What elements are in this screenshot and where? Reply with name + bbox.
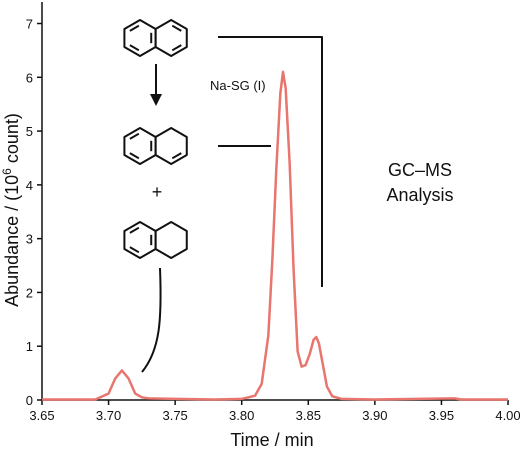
molecules	[123, 19, 188, 259]
x-tick-label: 3.70	[96, 408, 121, 423]
x-tick-label: 3.75	[162, 408, 187, 423]
x-tick-label: 3.85	[296, 408, 321, 423]
ring	[154, 19, 188, 57]
leader-line	[218, 36, 323, 287]
ring	[154, 127, 188, 165]
double-bond	[171, 44, 182, 52]
y-tick-label: 4	[26, 178, 33, 193]
y-tick-label: 6	[26, 70, 33, 85]
y-label-main: Abundance / (10	[2, 175, 22, 307]
y-tick-label: 2	[26, 285, 33, 300]
double-bond	[171, 24, 182, 32]
reagent-label: Na-SG (I)	[210, 78, 266, 93]
y-label-end: count)	[2, 113, 22, 168]
double-bond	[129, 44, 140, 52]
y-tick-label: 0	[26, 393, 33, 408]
x-axis-label: Time / min	[230, 430, 313, 450]
plus-sign: +	[152, 182, 163, 202]
data-line	[42, 70, 508, 401]
arrow-head	[150, 94, 162, 106]
x-tick-label: 3.80	[229, 408, 254, 423]
y-tick-label: 1	[26, 339, 33, 354]
double-bond	[129, 152, 140, 160]
y-axis-label: Abundance / (106 count)	[0, 113, 22, 307]
ring	[154, 221, 188, 259]
y-tick-label: 7	[26, 17, 33, 32]
y-tick-label: 5	[26, 124, 33, 139]
annotation-lines	[141, 36, 323, 373]
x-tick-label: 3.90	[362, 408, 387, 423]
x-tick-label: 3.65	[29, 408, 54, 423]
double-bond	[129, 246, 140, 254]
y-label-exponent: 6	[0, 168, 14, 175]
x-tick-label: 3.95	[429, 408, 454, 423]
double-bond	[129, 226, 140, 234]
method-label: Analysis	[386, 185, 453, 205]
y-tick-label: 3	[26, 232, 33, 247]
double-bond	[129, 132, 140, 140]
method-label: GC–MS	[388, 160, 452, 180]
double-bond	[129, 24, 140, 32]
x-tick-label: 4.00	[495, 408, 520, 423]
double-bond	[171, 152, 182, 160]
leader-line	[141, 267, 162, 373]
